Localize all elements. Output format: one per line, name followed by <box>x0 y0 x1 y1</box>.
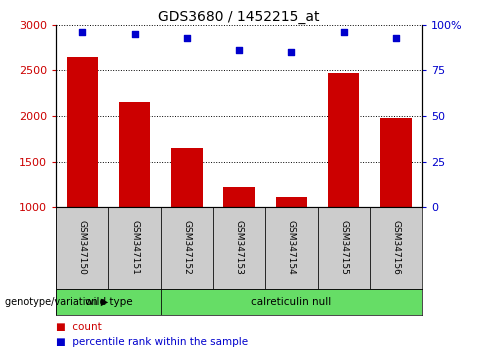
Bar <box>328 73 359 207</box>
Bar <box>108 207 161 289</box>
Text: ■  percentile rank within the sample: ■ percentile rank within the sample <box>56 337 248 347</box>
Text: GSM347154: GSM347154 <box>287 221 296 275</box>
Point <box>340 29 347 35</box>
Bar <box>370 207 422 289</box>
Bar <box>224 187 255 207</box>
Bar <box>213 207 265 289</box>
Point <box>287 49 295 55</box>
Text: GSM347156: GSM347156 <box>391 220 401 275</box>
Text: genotype/variation ▶: genotype/variation ▶ <box>5 297 108 307</box>
Text: GSM347150: GSM347150 <box>78 220 87 275</box>
Bar <box>276 197 307 207</box>
Text: calreticulin null: calreticulin null <box>251 297 331 307</box>
Text: ■  count: ■ count <box>56 322 102 332</box>
Bar <box>265 207 318 289</box>
Bar <box>171 148 203 207</box>
Point <box>392 35 400 40</box>
Bar <box>380 118 412 207</box>
Point <box>183 35 191 40</box>
Text: GSM347151: GSM347151 <box>130 220 139 275</box>
Text: GSM347155: GSM347155 <box>339 220 348 275</box>
Text: GSM347153: GSM347153 <box>235 220 244 275</box>
Text: wild type: wild type <box>84 297 132 307</box>
Bar <box>56 289 161 315</box>
Bar <box>119 102 150 207</box>
Title: GDS3680 / 1452215_at: GDS3680 / 1452215_at <box>159 10 320 24</box>
Bar <box>66 57 98 207</box>
Point <box>79 29 86 35</box>
Point <box>235 47 243 53</box>
Bar <box>161 289 422 315</box>
Bar <box>161 207 213 289</box>
Bar <box>318 207 370 289</box>
Bar <box>56 207 108 289</box>
Text: GSM347152: GSM347152 <box>183 221 191 275</box>
Point <box>131 31 139 37</box>
